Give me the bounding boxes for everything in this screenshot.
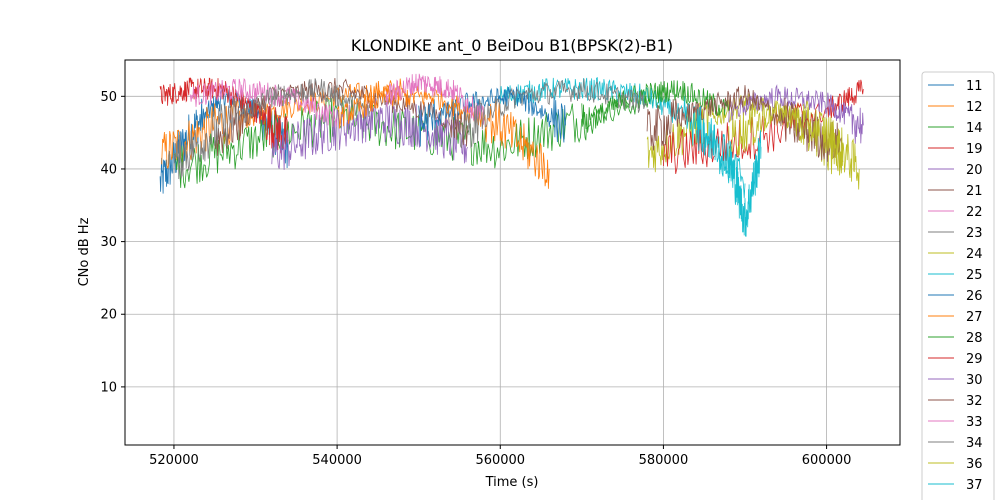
series-line-26 — [418, 86, 566, 147]
legend-label-26: 26 — [966, 289, 983, 304]
legend-label-20: 20 — [966, 163, 983, 178]
x-tick-label: 580000 — [639, 453, 689, 468]
legend-label-28: 28 — [966, 331, 983, 346]
legend-label-24: 24 — [966, 247, 983, 262]
legend-label-23: 23 — [966, 226, 983, 241]
legend: 11 12 14 19 20 21 22 23 24 25 26 27 28 29 30 32 33 34 36 37… — [921, 71, 995, 500]
series-line-36 — [728, 100, 860, 190]
legend-label-12: 12 — [966, 100, 983, 115]
legend-label-22: 22 — [966, 205, 983, 220]
legend-label-27: 27 — [966, 310, 983, 325]
series-line-28 — [581, 80, 730, 141]
series-lines — [159, 73, 864, 237]
x-tick-label: 520000 — [149, 453, 199, 468]
series-line-33 — [385, 73, 485, 125]
series-line-34 — [459, 78, 648, 149]
series-line-12 — [161, 78, 403, 169]
legend-label-11: 11 — [966, 79, 983, 94]
legend-label-21: 21 — [966, 184, 983, 199]
legend-label-25: 25 — [966, 268, 983, 283]
plot-frame — [124, 59, 901, 446]
legend-label-29: 29 — [966, 352, 983, 367]
series-line-22 — [189, 77, 338, 127]
y-tick-label: 20 — [100, 308, 117, 323]
legend-label-37: 37 — [966, 478, 983, 493]
y-axis-ticks: 10 20 30 40 50 — [100, 90, 125, 395]
series-line-23 — [173, 78, 371, 180]
series-line-14 — [173, 90, 664, 189]
legend-label-19: 19 — [966, 142, 983, 157]
legend-label-36: 36 — [966, 457, 983, 472]
legend-label-14: 14 — [966, 121, 983, 136]
y-tick-label: 40 — [100, 162, 117, 177]
x-axis-ticks: 520000 540000 560000 580000 600000 — [149, 445, 851, 468]
legend-frame — [921, 71, 995, 500]
y-tick-label: 30 — [100, 235, 117, 250]
series-line-37 — [695, 106, 762, 237]
chart-title: KLONDIKE ant_0 BeiDou B1(BPSK(2)-B1) — [351, 36, 673, 56]
series-line-32 — [646, 85, 844, 164]
x-tick-label: 560000 — [475, 453, 525, 468]
legend-label-30: 30 — [966, 373, 983, 388]
y-tick-label: 50 — [100, 90, 117, 105]
x-axis-label: Time (s) — [485, 475, 539, 490]
legend-label-34: 34 — [966, 436, 983, 451]
series-line-25 — [499, 76, 746, 199]
y-axis-label: CNo dB Hz — [77, 217, 92, 286]
y-tick-label: 10 — [100, 380, 117, 395]
legend-label-32: 32 — [966, 394, 983, 409]
x-tick-label: 540000 — [312, 453, 362, 468]
x-tick-label: 600000 — [802, 453, 852, 468]
series-line-19 — [159, 77, 289, 154]
legend-label-33: 33 — [966, 415, 983, 430]
